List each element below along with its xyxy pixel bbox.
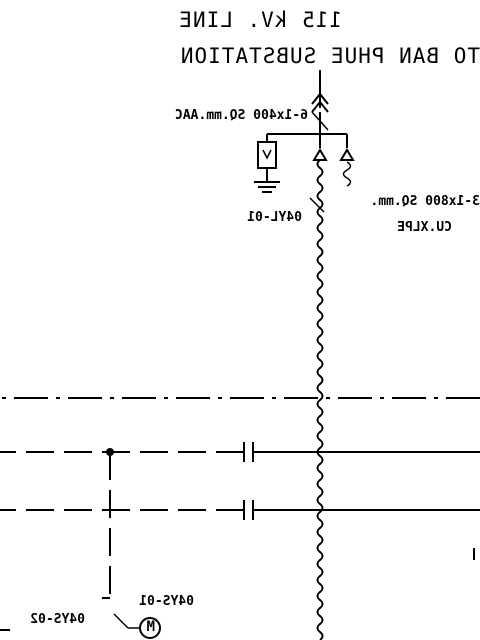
- xlpe-cable-wavy: [316, 159, 324, 640]
- line-voltage-title: 115 kV. LINE: [178, 8, 342, 32]
- arrester-1-symbol: [339, 148, 355, 161]
- surge-arrester-tag: 04YL-01: [247, 210, 302, 225]
- cable-size-label: 3-1x800 SQ.mm.: [370, 194, 480, 209]
- pt-box: [257, 141, 277, 169]
- motor-link-diag: [113, 613, 129, 629]
- arrester-1-coil: [342, 161, 352, 187]
- cable-size-tick: [309, 197, 325, 213]
- pt-mark: [262, 149, 272, 160]
- incoming-conductor-label: 6-1x400 SQ.mm.AAC: [174, 108, 308, 123]
- arrester-2-symbol: [312, 148, 328, 161]
- cable-type-label: CU.XLPE: [397, 220, 452, 235]
- cable-termination-chevron-2: [311, 100, 329, 113]
- switch-tag-2: 04YS-02: [30, 612, 85, 627]
- cable-termination-chevron: [311, 92, 329, 105]
- motor-symbol-letter: M: [146, 619, 155, 635]
- switch-tag-1: 04YS-01: [139, 594, 194, 609]
- destination-title: TO BAN PHUE SUBSTATION: [179, 44, 480, 68]
